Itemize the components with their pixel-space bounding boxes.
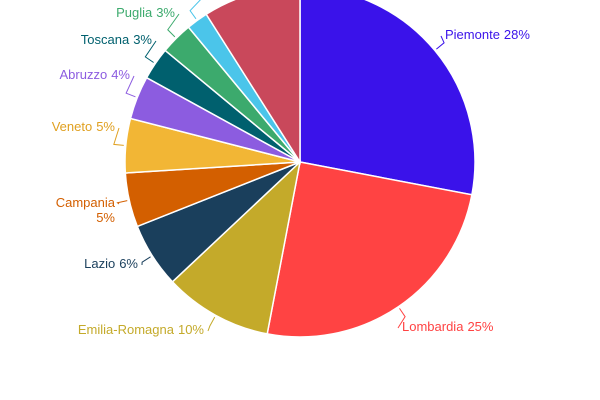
slice-label: Veneto 5% — [52, 119, 116, 134]
leader-line — [167, 13, 180, 38]
label-name: Lazio — [84, 256, 115, 271]
label-value: 5% — [96, 119, 115, 134]
label-value: 6% — [119, 256, 138, 271]
slice-label: Campania 5% — [56, 195, 116, 225]
leader-line — [125, 75, 136, 98]
slice-label: Piemonte 28% — [445, 27, 530, 42]
slice-label: Marche 2% — [134, 0, 201, 2]
label-name: Veneto — [52, 119, 93, 134]
label-name: Piemonte — [445, 27, 500, 42]
leader-line — [436, 35, 445, 50]
label-name: Marche — [134, 0, 177, 2]
label-name: Abruzzo — [60, 67, 108, 82]
leader-line — [141, 256, 151, 266]
label-name: Puglia — [116, 5, 153, 20]
label-value: 10% — [178, 322, 204, 337]
label-name: Lombardia — [402, 319, 464, 334]
pie-slice — [171, 159, 302, 335]
pie-slice — [205, 0, 301, 165]
leader-line — [397, 308, 406, 329]
label-value: 5% — [96, 210, 115, 225]
slice-label: Emilia-Romagna 10% — [78, 322, 205, 337]
label-value: 4% — [111, 67, 130, 82]
leader-line — [144, 40, 157, 63]
slice-label: Lombardia 25% — [402, 319, 494, 334]
label-value: 3% — [156, 5, 175, 20]
leader-line — [113, 127, 124, 146]
label-value: 28% — [504, 27, 530, 42]
slice-label: Lazio 6% — [84, 256, 138, 271]
slice-label: Puglia 3% — [116, 5, 175, 20]
label-name: Campania — [56, 195, 116, 210]
leader-line — [116, 200, 128, 205]
label-value: 25% — [467, 319, 493, 334]
leader-line — [207, 316, 216, 332]
label-value: 2% — [181, 0, 200, 2]
pie-slice — [299, 0, 476, 196]
label-name: Toscana — [81, 32, 130, 47]
slice-label: Toscana 3% — [81, 32, 153, 47]
pie-slice — [266, 161, 473, 338]
leader-line — [189, 0, 201, 20]
label-value: 3% — [133, 32, 152, 47]
slice-label: Abruzzo 4% — [60, 67, 131, 82]
label-name: Emilia-Romagna — [78, 322, 175, 337]
